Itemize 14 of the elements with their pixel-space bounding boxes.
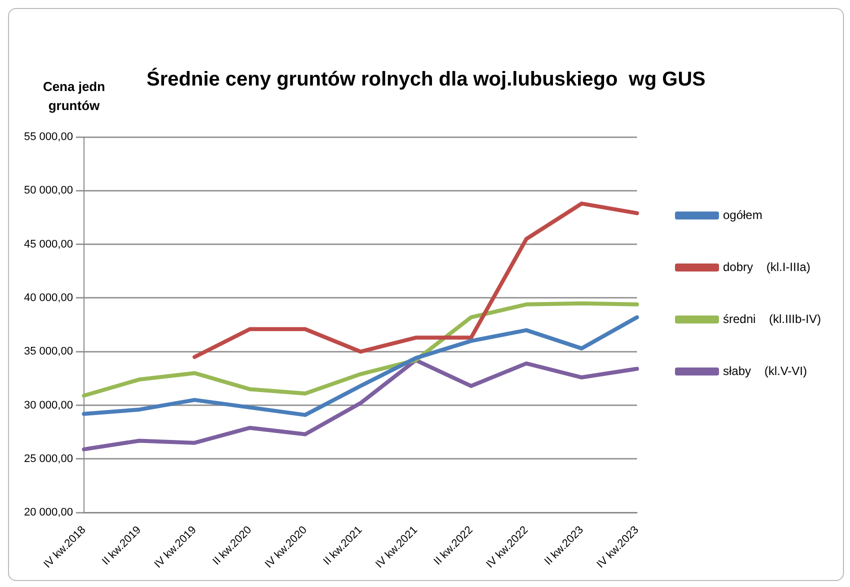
legend-label: dobry (kl.I-IIIa): [722, 260, 810, 274]
legend-label: ogółem: [722, 208, 762, 222]
y-axis-title: Cena jedn gruntów: [42, 78, 106, 115]
y-tick-label: 40 000,00: [24, 292, 73, 304]
legend-label: słaby (kl.V-VI): [722, 364, 808, 378]
legend-label: średni (kl.IIIb-IV): [722, 312, 822, 326]
chart-title: Średnie ceny gruntów rolnych dla woj.lubuskiego wg GUS: [146, 68, 706, 91]
y-tick-label: 25 000,00: [24, 452, 73, 465]
y-tick-label: 55 000,00: [24, 131, 73, 144]
y-tick-label: 20 000,00: [24, 506, 73, 519]
y-tick-label: 35 000,00: [24, 346, 73, 358]
y-tick-label: 45 000,00: [24, 238, 73, 250]
y-tick-label: 30 000,00: [24, 399, 73, 412]
y-tick-label: 50 000,00: [24, 184, 73, 197]
